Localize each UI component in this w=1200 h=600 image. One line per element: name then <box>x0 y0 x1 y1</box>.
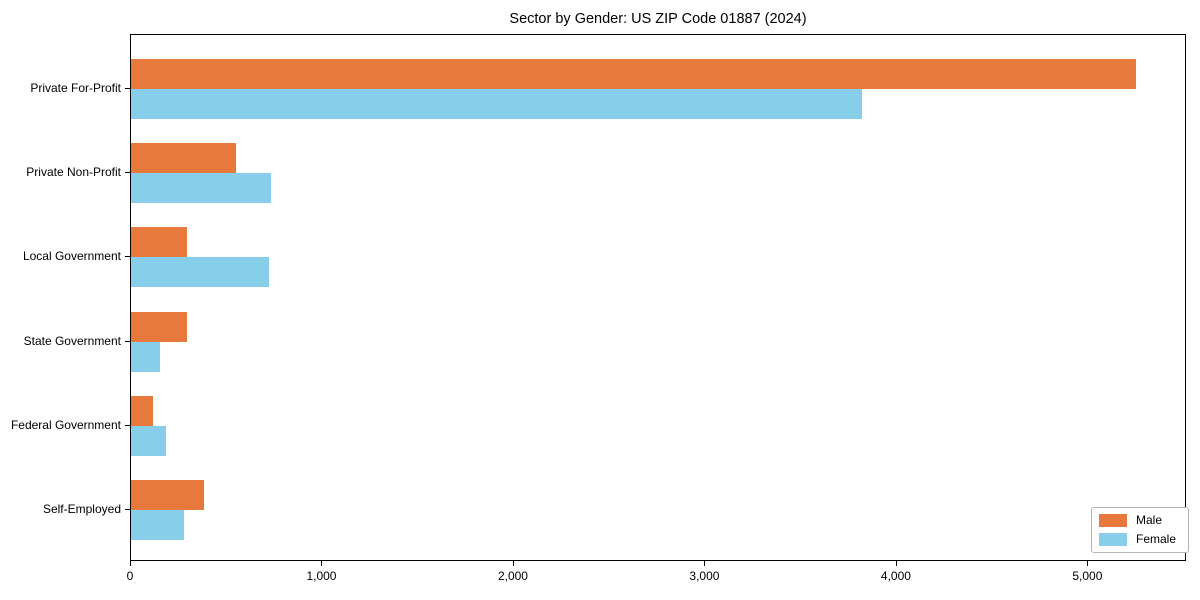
x-tick-mark <box>1087 561 1089 566</box>
bar-male-self-employed <box>131 480 204 510</box>
y-tick-label-local-government: Local Government <box>22 249 121 264</box>
legend: Male Female <box>1091 507 1190 553</box>
x-tick-label-1000: 1,000 <box>306 569 337 583</box>
y-tick-label-private-non-profit: Private Non-Profit <box>26 165 121 180</box>
bar-female-self-employed <box>131 510 184 540</box>
legend-item-male: Male <box>1099 514 1176 527</box>
plot-area <box>130 34 1186 561</box>
legend-label-female: Female <box>1136 532 1177 546</box>
bar-male-state-government <box>131 311 188 342</box>
bar-female-local-government <box>131 257 269 288</box>
y-tick-mark <box>125 424 130 426</box>
y-tick-mark <box>125 509 130 510</box>
y-tick-mark <box>125 172 130 174</box>
bar-male-private-for-profit <box>131 59 1137 89</box>
y-tick-label-self-employed: Self-Employed <box>42 502 121 516</box>
legend-item-female: Female <box>1099 533 1176 546</box>
x-tick-label-3000: 3,000 <box>689 569 720 583</box>
y-tick-mark <box>125 256 130 258</box>
x-tick-label-4000: 4,000 <box>880 569 911 583</box>
y-tick-mark <box>125 88 130 89</box>
x-tick-label-2000: 2,000 <box>497 569 528 583</box>
legend-label-male: Male <box>1136 513 1163 527</box>
legend-swatch-male-icon <box>1099 514 1127 527</box>
y-tick-label-private-for-profit: Private For-Profit <box>30 81 121 95</box>
bar-male-federal-government <box>131 395 154 426</box>
bar-female-private-non-profit <box>131 173 271 204</box>
y-tick-mark <box>125 340 130 342</box>
y-tick-label-state-government: State Government <box>23 333 121 348</box>
bar-female-state-government <box>131 341 160 372</box>
y-tick-label-federal-government: Federal Government <box>10 417 121 432</box>
x-tick-mark <box>130 561 131 566</box>
legend-swatch-female-icon <box>1099 533 1127 546</box>
bar-female-federal-government <box>131 425 167 456</box>
x-tick-label-0: 0 <box>126 569 134 583</box>
x-tick-mark <box>321 561 323 566</box>
x-tick-mark <box>512 561 514 566</box>
bar-male-local-government <box>131 227 188 258</box>
x-tick-mark <box>704 561 706 566</box>
x-tick-label-5000: 5,000 <box>1072 569 1103 583</box>
chart-title: Sector by Gender: US ZIP Code 01887 (202… <box>509 11 807 27</box>
bar-female-private-for-profit <box>131 89 863 119</box>
x-tick-mark <box>895 561 897 566</box>
bar-male-private-non-profit <box>131 143 237 174</box>
